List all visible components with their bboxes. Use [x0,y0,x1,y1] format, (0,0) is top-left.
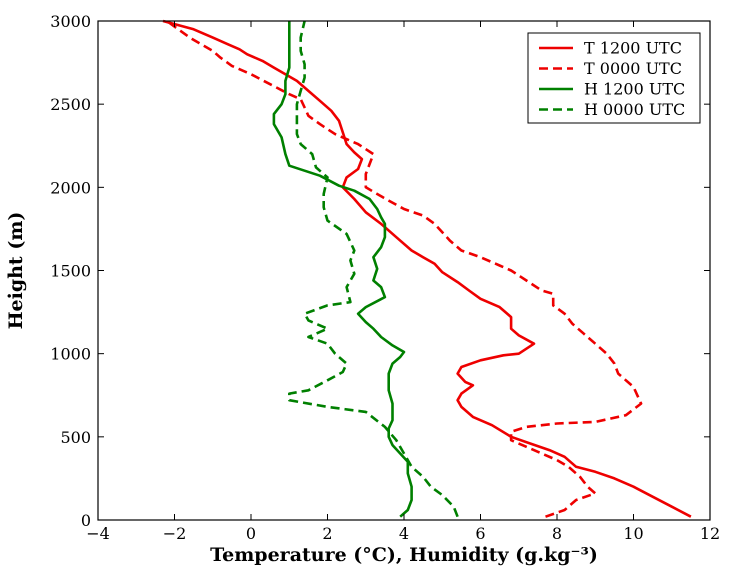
ticks-layer: −4 −2 0 2 4 6 8 10 12 0 500 1000 1500 2000 2500 3000 [50,12,720,543]
legend-label-3: H 0000 UTC [584,100,685,119]
x-tick-label: 4 [399,524,409,543]
y-tick-label: 1000 [50,345,91,364]
y-tick-label: 500 [60,428,91,447]
y-tick-label: 0 [81,511,91,530]
x-tick-label: 0 [246,524,256,543]
y-tick-label: 3000 [50,12,91,31]
series-line-0 [162,19,692,518]
legend-label-1: T 0000 UTC [584,59,682,78]
legend-label-0: T 1200 UTC [584,39,682,58]
series-layer [162,19,692,518]
x-axis-label: Temperature (°C), Humidity (g.kg⁻³) [210,544,598,566]
x-tick-label: 8 [552,524,562,543]
x-tick-label: 2 [322,524,332,543]
legend-label-2: H 1200 UTC [584,80,685,99]
series-line-1 [166,19,643,518]
y-tick-label: 2000 [50,178,91,197]
y-tick-label: 1500 [50,262,91,281]
x-tick-label: 12 [700,524,720,543]
series-line-2 [272,21,413,518]
x-tick-label: −4 [86,524,110,543]
x-tick-label: 10 [623,524,643,543]
y-axis-label: Height (m) [5,212,27,330]
x-tick-label: 6 [475,524,485,543]
x-tick-label: −2 [163,524,187,543]
y-tick-label: 2500 [50,95,91,114]
